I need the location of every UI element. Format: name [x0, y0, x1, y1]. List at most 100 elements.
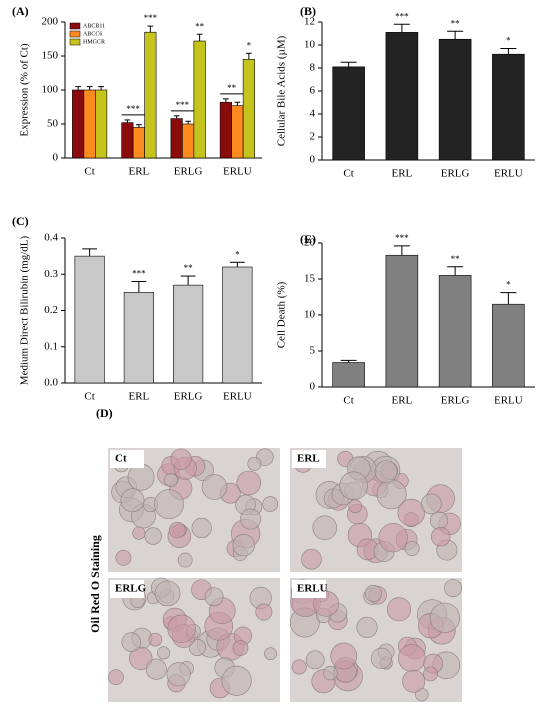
x-tick-label: ERL [128, 166, 149, 178]
bar [219, 101, 232, 159]
y-tick-label: 0 [310, 381, 316, 393]
x-tick-label: ERL [391, 168, 412, 180]
y-tick-label: 5 [310, 345, 316, 357]
cell [132, 526, 146, 540]
bar [132, 127, 145, 159]
error-bar [131, 281, 147, 293]
y-tick-label: 0 [310, 154, 316, 166]
bar [332, 362, 365, 388]
significance: *** [126, 104, 140, 114]
error-bar [500, 47, 517, 55]
cell [404, 541, 420, 556]
error-bar [147, 25, 154, 33]
error-bar [234, 101, 241, 106]
significance: * [506, 280, 511, 290]
micrograph: Ct [108, 448, 280, 572]
x-tick-label: ERLU [494, 168, 523, 180]
x-tick-label: Ct [343, 395, 353, 407]
significance: ** [195, 21, 205, 31]
cell [431, 527, 451, 547]
bar [492, 303, 525, 388]
cell [191, 517, 212, 539]
bar [222, 266, 253, 384]
micrograph-label: ERLU [297, 583, 328, 595]
error-bar [136, 124, 142, 128]
error-bar [185, 120, 191, 124]
legend-label: ABCB11 [83, 23, 105, 29]
y-tick-label: 0.2 [44, 304, 58, 316]
significance: ** [184, 263, 194, 273]
cell [169, 521, 186, 539]
error-bar [393, 23, 410, 33]
label-box [292, 580, 326, 598]
bar [72, 89, 85, 159]
y-tick-label: 150 [42, 50, 59, 62]
label-box [292, 450, 326, 468]
significance: * [235, 249, 240, 259]
cell [402, 669, 426, 693]
cell [120, 488, 145, 513]
error-bar [173, 115, 180, 119]
bar [385, 32, 419, 161]
x-tick-label: ERLG [174, 166, 203, 178]
significance: *** [144, 13, 158, 23]
error-bar [500, 292, 517, 305]
significance: *** [176, 100, 190, 110]
cell [167, 614, 196, 643]
bar [438, 275, 472, 388]
error-bar [447, 30, 464, 40]
error-bar [196, 33, 203, 42]
bar [193, 40, 206, 159]
x-tick-label: ERLG [441, 395, 470, 407]
y-tick-label: 6 [310, 85, 316, 97]
y-tick-label: 12 [304, 16, 315, 28]
bar [182, 123, 195, 159]
bar [144, 31, 157, 159]
cell [356, 616, 378, 638]
bar [332, 66, 365, 161]
error-bar [340, 61, 357, 67]
micrograph-label: Ct [115, 453, 127, 465]
cell [157, 646, 171, 660]
label-box [110, 450, 144, 468]
label-box [110, 580, 144, 598]
bar [231, 105, 244, 159]
panel-label: (A) [12, 4, 29, 18]
cell [115, 549, 132, 566]
x-tick-label: ERLU [494, 395, 523, 407]
cell [374, 460, 398, 483]
significance: ** [227, 83, 237, 93]
cell [330, 642, 358, 670]
cell [312, 515, 337, 540]
micrograph: ERLG [108, 577, 280, 702]
cell [232, 533, 255, 557]
x-tick-label: ERL [128, 391, 149, 403]
error-bar [340, 359, 357, 363]
y-tick-label: 0.3 [44, 268, 58, 280]
significance: *** [395, 233, 409, 243]
cell [204, 587, 224, 607]
error-bar [447, 266, 464, 276]
error-bar [98, 86, 104, 90]
panel-label: (D) [96, 406, 113, 420]
y-tick-label: 4 [310, 108, 316, 120]
cell [127, 463, 155, 491]
y-tick-label: 100 [42, 84, 59, 96]
y-axis-label: Cellular Bile Acids (µM) [276, 35, 288, 146]
cell [301, 548, 322, 570]
cell [177, 552, 193, 568]
significance: * [506, 36, 511, 46]
cell [108, 669, 124, 686]
error-bar [75, 86, 82, 90]
cell [201, 474, 228, 500]
cell [398, 644, 426, 672]
cell [145, 658, 167, 680]
x-tick-label: ERL [391, 395, 412, 407]
cell [444, 579, 463, 598]
stain-label: Oil Red O Staining [88, 535, 102, 633]
y-axis-label: Medium Direct Bilirubin (mg/dL) [19, 235, 31, 385]
x-tick-label: ERLG [441, 168, 470, 180]
cell [423, 666, 438, 682]
cell [264, 647, 277, 661]
